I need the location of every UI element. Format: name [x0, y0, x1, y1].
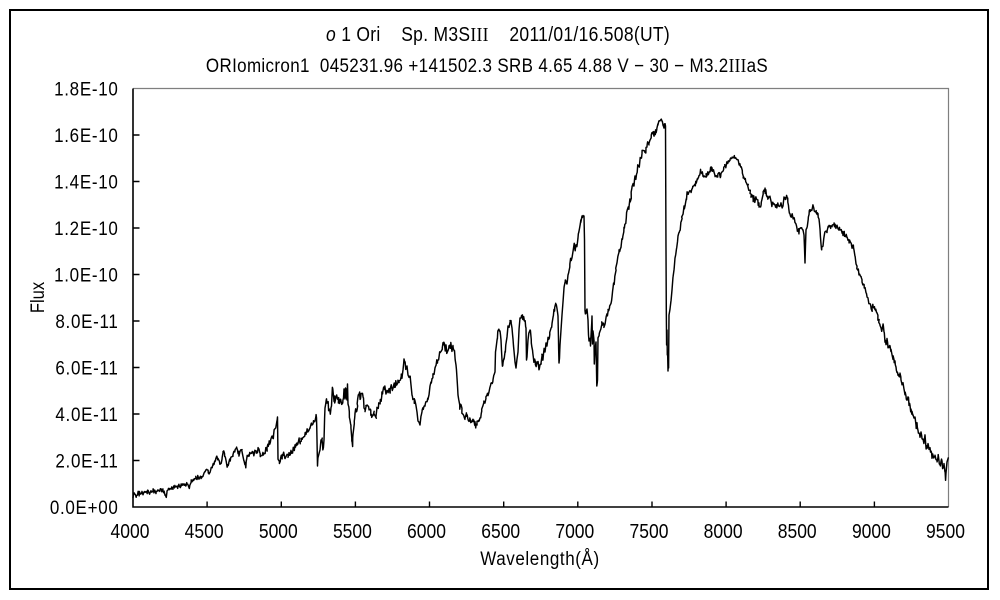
svg-text:5500: 5500 — [333, 520, 372, 542]
svg-text:Wavelength(Å): Wavelength(Å) — [480, 547, 599, 569]
svg-text:1.4E-10: 1.4E-10 — [54, 170, 118, 192]
svg-text:1.6E-10: 1.6E-10 — [54, 124, 118, 146]
svg-text:Flux: Flux — [27, 282, 48, 313]
svg-text:1.2E-10: 1.2E-10 — [54, 217, 118, 239]
svg-text:o 1 Ori Sp. M3SIII 2011/: o 1 Ori Sp. M3SIII 2011/01/16.508(UT) — [326, 23, 670, 46]
svg-text:8000: 8000 — [704, 520, 743, 542]
svg-text:4000: 4000 — [111, 520, 150, 542]
svg-text:6000: 6000 — [407, 520, 446, 542]
svg-text:9500: 9500 — [926, 520, 965, 542]
svg-text:0.0E+00: 0.0E+00 — [50, 496, 119, 518]
svg-text:1.0E-10: 1.0E-10 — [54, 263, 118, 285]
svg-text:9000: 9000 — [852, 520, 891, 542]
svg-text:7000: 7000 — [555, 520, 594, 542]
svg-text:4.0E-11: 4.0E-11 — [55, 403, 118, 425]
svg-text:1.8E-10: 1.8E-10 — [54, 77, 118, 99]
svg-text:7500: 7500 — [630, 520, 669, 542]
svg-text:6500: 6500 — [481, 520, 520, 542]
svg-text:8500: 8500 — [778, 520, 817, 542]
svg-text:2.0E-11: 2.0E-11 — [55, 449, 118, 471]
svg-text:ORIomicron1 045231.96 +141502: ORIomicron1 045231.96 +141502.3 SRB 4.65… — [206, 54, 768, 76]
svg-text:8.0E-11: 8.0E-11 — [55, 310, 118, 332]
svg-text:4500: 4500 — [185, 520, 224, 542]
svg-text:6.0E-11: 6.0E-11 — [55, 356, 118, 378]
svg-text:5000: 5000 — [259, 520, 298, 542]
